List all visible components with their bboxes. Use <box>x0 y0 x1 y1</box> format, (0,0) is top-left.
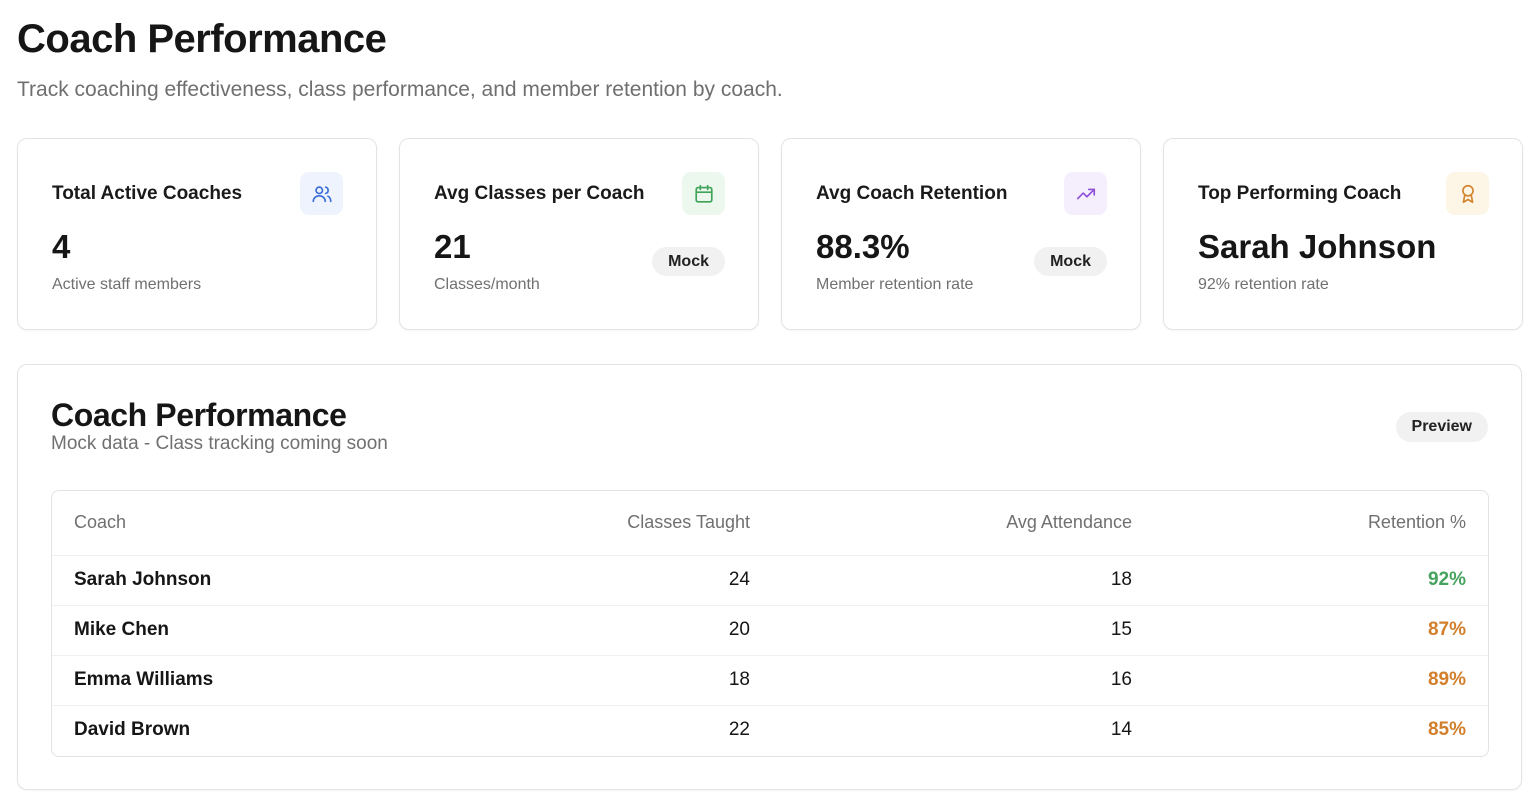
cell-classes-taught: 24 <box>422 555 772 606</box>
coach-table: Coach Classes Taught Avg Attendance Rete… <box>51 490 1489 757</box>
stat-sub: 92% retention rate <box>1198 276 1329 293</box>
stat-sub: Member retention rate <box>816 276 974 293</box>
table-row[interactable]: David Brown 22 14 85% <box>52 705 1488 755</box>
cell-avg-attendance: 18 <box>772 555 1154 606</box>
mock-badge: Mock <box>652 247 725 276</box>
stat-label: Avg Coach Retention <box>816 183 1008 204</box>
page-subtitle: Track coaching effectiveness, class perf… <box>17 78 783 101</box>
cell-retention: 92% <box>1154 555 1488 606</box>
stat-label: Top Performing Coach <box>1198 183 1402 204</box>
preview-badge: Preview <box>1395 412 1488 442</box>
cell-coach: David Brown <box>74 719 191 741</box>
stat-card-total-coaches: Total Active Coaches 4 Active staff memb… <box>17 138 377 330</box>
stat-label: Total Active Coaches <box>52 183 243 204</box>
cell-coach: Sarah Johnson <box>52 555 422 606</box>
stat-value: Sarah Johnson <box>1198 228 1437 265</box>
stat-value: 4 <box>52 228 71 265</box>
column-header-classes-taught[interactable]: Classes Taught <box>422 491 772 556</box>
cell-coach: Mike Chen <box>52 605 422 656</box>
cell-classes-taught: 22 <box>728 719 750 741</box>
cell-retention: 85% <box>1427 719 1466 741</box>
cell-classes-taught: 18 <box>422 655 772 706</box>
table-row[interactable]: Emma Williams 18 16 89% <box>52 655 1488 706</box>
stat-card-top-coach: Top Performing Coach Sarah Johnson 92% r… <box>1163 138 1523 330</box>
stat-value: 88.3% <box>816 228 910 265</box>
table-header-row: Coach Classes Taught Avg Attendance Rete… <box>52 491 1488 556</box>
award-icon <box>1446 172 1489 215</box>
calendar-icon <box>682 172 725 215</box>
cell-retention: 89% <box>1154 655 1488 706</box>
panel-subtitle: Mock data - Class tracking coming soon <box>51 433 388 454</box>
stat-sub: Classes/month <box>434 276 540 293</box>
trending-up-icon <box>1064 172 1107 215</box>
cell-avg-attendance: 15 <box>772 605 1154 656</box>
cell-classes-taught: 20 <box>422 605 772 656</box>
cell-retention: 87% <box>1154 605 1488 656</box>
stat-card-avg-retention: Avg Coach Retention 88.3% Member retenti… <box>781 138 1141 330</box>
stat-label: Avg Classes per Coach <box>434 183 645 204</box>
column-header-avg-attendance[interactable]: Avg Attendance <box>772 491 1154 556</box>
panel-title: Coach Performance <box>51 397 347 433</box>
stat-value: 21 <box>434 228 471 265</box>
stat-sub: Active staff members <box>52 276 202 293</box>
cell-coach: Emma Williams <box>52 655 422 706</box>
table-row[interactable]: Mike Chen 20 15 87% <box>52 605 1488 656</box>
cell-avg-attendance: 14 <box>1110 719 1132 741</box>
column-header-coach[interactable]: Coach <box>52 491 422 556</box>
column-header-retention[interactable]: Retention % <box>1154 491 1488 556</box>
mock-badge: Mock <box>1034 247 1107 276</box>
cell-avg-attendance: 16 <box>772 655 1154 706</box>
stat-card-avg-classes: Avg Classes per Coach 21 Classes/month M… <box>399 138 759 330</box>
table-row[interactable]: Sarah Johnson 24 18 92% <box>52 555 1488 606</box>
coach-performance-panel: Coach Performance Mock data - Class trac… <box>17 364 1522 790</box>
page-title: Coach Performance <box>17 17 387 61</box>
users-icon <box>300 172 343 215</box>
